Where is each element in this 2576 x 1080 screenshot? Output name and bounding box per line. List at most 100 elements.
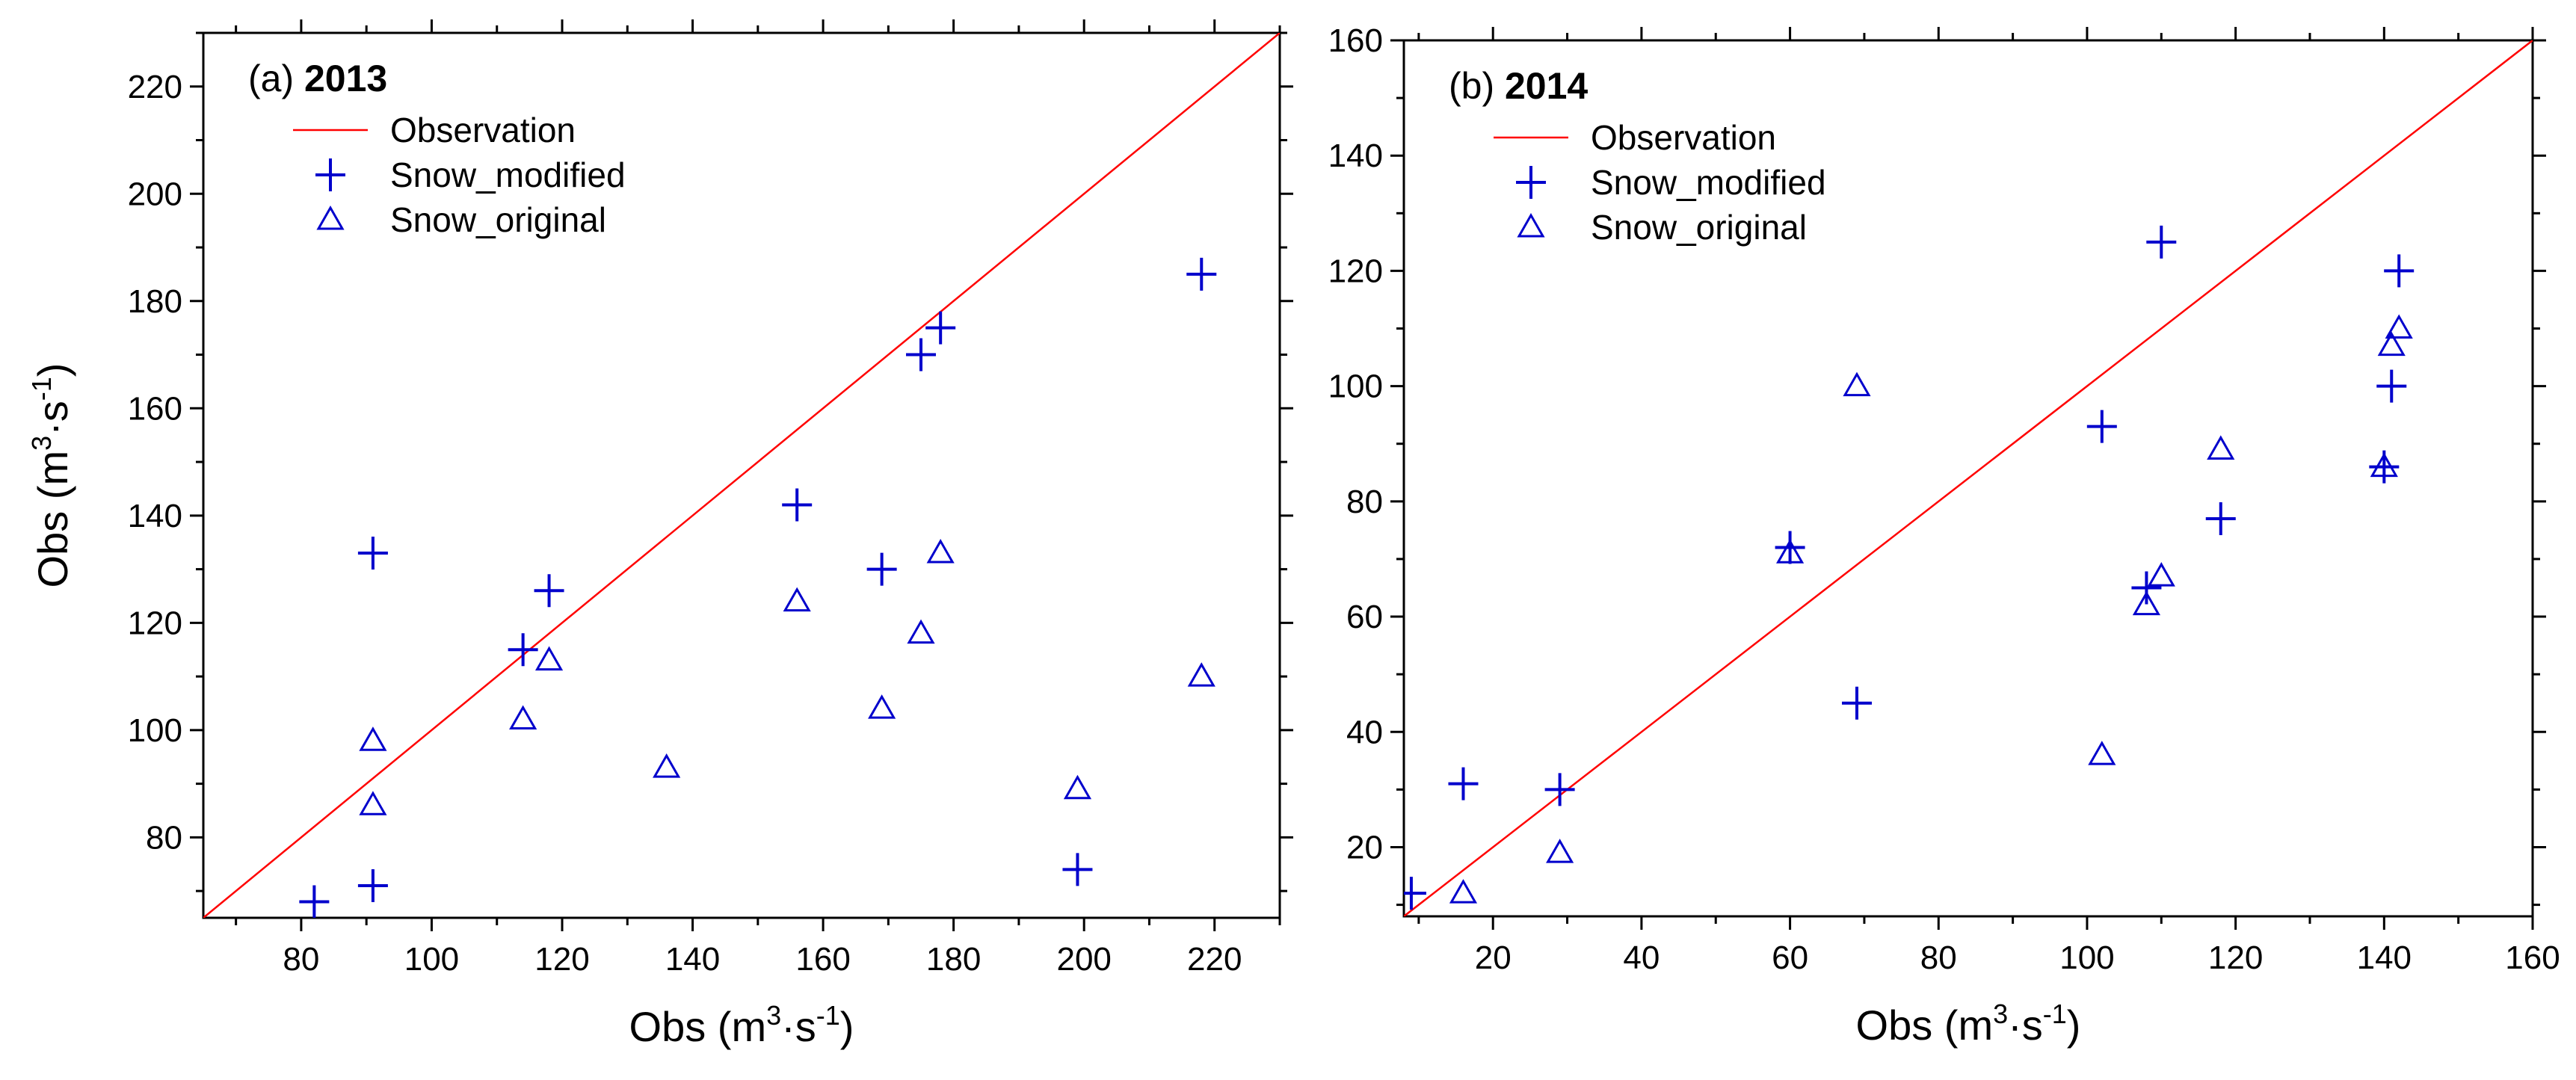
y-tick-label-a: 120 [128,605,182,641]
point-snow-modified-a [925,311,956,345]
legend-observation-a: Observation [390,111,576,149]
point-snow-modified-a [866,552,897,586]
y-tick-label-a: 100 [128,712,182,749]
y-tick-label-a: 160 [128,390,182,427]
point-snow-original-b [2385,314,2413,339]
x-tick-label-a: 160 [795,941,850,978]
point-snow-modified-b [1448,767,1479,800]
panel-label-a: (a) 2013 [248,58,387,99]
point-snow-original-b [2370,452,2398,478]
x-tick-label-a: 100 [404,941,459,978]
x-tick-label-b: 60 [1772,939,1808,976]
x-tick-label-b: 140 [2357,939,2412,976]
point-snow-modified-b [2384,254,2415,288]
x-tick-label-b: 160 [2505,939,2560,976]
x-tick-label-a: 120 [534,941,589,978]
x-tick-label-b: 100 [2059,939,2114,976]
point-snow-modified-b [2131,571,2162,605]
y-tick-label-a: 180 [128,283,182,320]
point-snow-modified-a [357,537,388,570]
y-tick-label-b: 100 [1328,368,1383,405]
legend-snow-original-a: Snow_original [390,200,606,239]
data-layer-a [203,33,1280,918]
point-snow-modified-b [2205,502,2236,535]
point-snow-modified-a [299,885,330,918]
x-tick-label-a: 180 [926,941,981,978]
point-snow-original-a [653,753,681,778]
y-tick-label-a: 220 [128,69,182,105]
point-snow-original-b [2377,331,2406,357]
point-snow-original-b [2147,562,2175,587]
y-tick-label-b: 140 [1328,138,1383,174]
point-snow-original-a [868,694,896,719]
legend-snow-modified-b: Snow_modified [1591,163,1826,202]
point-snow-original-b [1775,539,1805,564]
point-snow-original-a [907,619,935,644]
y-tick-label-b: 20 [1346,829,1383,865]
y-tick-label-b: 160 [1328,22,1383,59]
plot-frame-b [1402,39,2534,918]
point-snow-original-b [2088,741,2116,765]
point-snow-original-a [509,705,537,729]
y-tick-label-b: 40 [1346,714,1383,750]
x-tick-label-b: 120 [2208,939,2263,976]
x-tick-label-b: 40 [1623,939,1660,976]
point-snow-modified-b [2146,225,2177,259]
x-tick-label-b: 80 [1920,939,1957,976]
point-snow-modified-b [1841,686,1872,720]
point-snow-modified-a [508,633,538,667]
legend-snow-original-b: Snow_original [1591,208,1807,247]
point-snow-original-b [2132,590,2161,616]
point-snow-original-a [359,791,387,815]
point-snow-original-b [1546,839,1574,863]
point-snow-original-a [783,587,811,612]
point-snow-modified-a [782,488,813,522]
observation-line-b [1404,40,2533,916]
y-tick-label-b: 80 [1346,484,1383,520]
point-snow-modified-b [1544,773,1575,806]
chart-panel-a: 80 100 120 140 160 180 200 220 80 100 120 140 160 180… [26,19,1293,1050]
point-snow-original-a [926,539,955,564]
y-axis-label-a: Obs (m3·s-1) [26,363,76,588]
point-snow-modified-a [1062,853,1093,886]
legend-observation-b: Observation [1591,118,1776,157]
point-snow-modified-b [2086,410,2117,443]
x-tick-label-a: 140 [665,941,720,978]
x-tick-label-a: 80 [283,941,319,978]
x-axis-label-a: Obs (m3·s-1) [629,1000,854,1050]
y-tick-label-b: 120 [1328,253,1383,289]
y-tick-label-b: 60 [1346,599,1383,635]
x-tick-label-a: 200 [1056,941,1111,978]
legend-plus-swatch-a [315,158,345,191]
legend-triangle-swatch-b [1517,212,1545,238]
point-snow-original-a [1063,774,1092,800]
legend-triangle-swatch-a [316,205,345,230]
point-snow-modified-a [534,574,564,608]
data-layer-b [1404,40,2533,916]
point-snow-original-b [2207,435,2235,460]
point-snow-modified-b [1404,877,1426,910]
point-snow-modified-b [1775,531,1805,564]
point-snow-original-a [534,646,564,671]
plot-frame-a [202,31,1281,919]
chart-panel-b: 20 40 60 80 100 120 140 160 20 40 60 80 100 120 140 160… [1328,22,2560,1049]
panel-label-b: (b) 2014 [1449,65,1588,107]
point-snow-original-b [1843,371,1871,397]
point-snow-modified-a [357,868,388,902]
x-axis-label-b: Obs (m3·s-1) [1856,999,2081,1049]
point-snow-modified-b [2376,369,2407,403]
point-snow-modified-a [906,338,936,371]
y-tick-label-a: 140 [128,498,182,534]
observation-line-a [203,33,1280,918]
y-tick-label-a: 200 [128,176,182,212]
point-snow-original-a [1187,662,1215,687]
legend-snow-modified-a: Snow_modified [390,155,626,194]
point-snow-original-b [1449,879,1478,904]
x-tick-label-a: 220 [1187,941,1242,978]
y-tick-label-a: 80 [146,819,182,856]
legend-plus-swatch-b [1516,166,1546,199]
point-snow-modified-a [1186,257,1217,291]
x-tick-label-b: 20 [1475,939,1512,976]
